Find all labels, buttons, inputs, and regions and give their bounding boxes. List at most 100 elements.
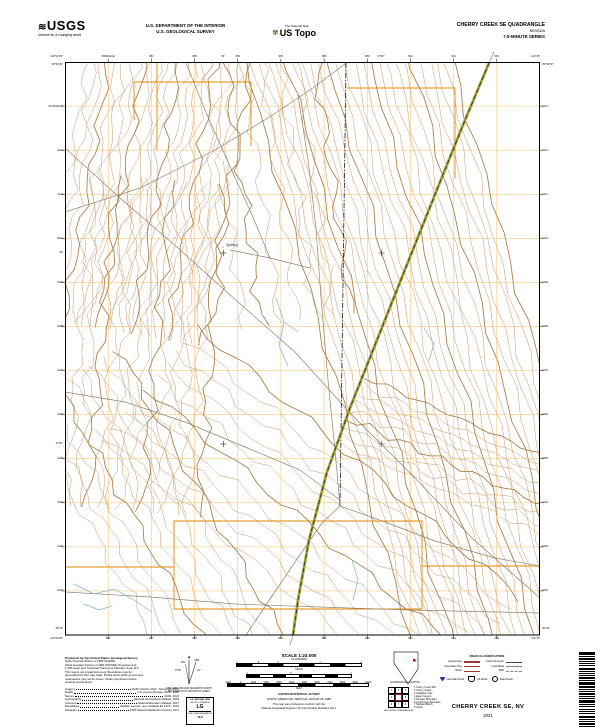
quad-location-marker xyxy=(413,659,416,662)
scale-tick: 1 xyxy=(246,671,248,675)
dept-line1: U.S. DEPARTMENT OF THE INTERIOR xyxy=(145,23,226,28)
quadrangle-location-caption: QUADRANGLE LOCATION xyxy=(390,681,420,684)
adjoining-name: 5 Heusser Mountain xyxy=(414,697,437,701)
dept-line2: U.S. GEOLOGICAL SURVEY xyxy=(156,28,215,34)
svg-text:MN: MN xyxy=(195,658,200,662)
usgs-tagline: science for a changing world xyxy=(38,33,81,37)
scale-tick: 10000 xyxy=(364,680,372,684)
barcode-bar xyxy=(579,693,595,695)
barcode-bar xyxy=(579,675,595,677)
scale-tick: 2 xyxy=(360,660,362,664)
grid-label-left: 4407 xyxy=(57,369,63,373)
grid-label-left: 4405 xyxy=(57,457,63,461)
data-credits: Imagery NAIP, October 2017 - November 201… xyxy=(65,686,179,713)
grid-label-bottom: 686 xyxy=(235,636,240,640)
barcode-bar xyxy=(579,691,595,692)
edge-minute-top-1: 50′ xyxy=(221,54,225,58)
barcode-bar xyxy=(579,680,595,682)
barcode-bar xyxy=(579,703,595,705)
quadrangle-title-block: CHERRY CREEK SE QUADRANGLE NEVADA 7.5-MI… xyxy=(395,22,545,39)
grid-label-right: 4409 xyxy=(542,280,548,284)
corner-sw-lon: 114°52′30″ xyxy=(50,637,63,640)
adjoining-name: 2 Cherry Creek xyxy=(414,688,431,692)
barcode-bar xyxy=(579,673,595,675)
grid-label-right: 4412 xyxy=(542,148,548,152)
grid-label-left: 4406 xyxy=(57,413,63,417)
usng-square-id: LG xyxy=(196,704,204,711)
department-block: U.S. DEPARTMENT OF THE INTERIOR U.S. GEO… xyxy=(128,23,243,34)
interstate-shield: Interstate Route xyxy=(440,676,464,682)
scale-tick: 2000 xyxy=(263,680,269,684)
grid-label-right: 4405 xyxy=(542,457,548,461)
usng-box: U.S. NATIONAL GRID 100,000-m SQUARE ID L… xyxy=(186,697,214,725)
topo-map: Spring xyxy=(61,52,544,645)
grid-label-left: 4410 xyxy=(57,236,63,240)
grid-label-right: 4410 xyxy=(542,236,548,240)
barcode-bar xyxy=(579,671,595,673)
credit-row: Contours National Elevation Dataset, 2017 xyxy=(65,700,179,705)
quad-state: NEVADA xyxy=(529,28,545,33)
adjoining-cell: 7 xyxy=(395,701,402,708)
scale-tick: 8000 xyxy=(339,680,346,684)
credit-row: Roads U.S. Census Bureau, 2016 - 2020 xyxy=(65,690,179,694)
svg-text:12°: 12° xyxy=(197,668,201,672)
scale-bar xyxy=(236,662,362,668)
grid-label-right: 4411 xyxy=(542,192,548,196)
grid-label-bottom: 684 xyxy=(149,636,154,640)
adjoining-name: 3 Gallagher Gap xyxy=(414,691,433,695)
barcode-bar xyxy=(579,682,595,685)
adjoining-cell: 1 xyxy=(388,687,395,694)
state-shield-icon xyxy=(491,675,499,683)
grid-label-bottom: 689 xyxy=(365,636,370,640)
barcode-bar xyxy=(579,664,595,667)
quad-title: CHERRY CREEK SE QUADRANGLE xyxy=(456,22,545,28)
corner-ne-lat: 39°52′30″ xyxy=(542,63,554,66)
barcode-bar xyxy=(579,723,595,726)
road-class-row: Ramp 4WD xyxy=(440,669,534,674)
produced-line: reservations may not be shown. Obtain pe… xyxy=(65,676,137,681)
barcode-bar xyxy=(579,667,595,671)
adjoining-name: 4 Egan Canyon xyxy=(414,694,432,698)
barcode-bar xyxy=(579,660,595,662)
grid-label-right: 4408 xyxy=(542,324,548,328)
contour-interval-line1: CONTOUR INTERVAL 20 FEET xyxy=(278,692,320,696)
svg-text:0°25′: 0°25′ xyxy=(175,668,181,672)
scale-tick: 3000 xyxy=(276,680,282,684)
barcode-bar xyxy=(579,655,595,657)
barcode-bar xyxy=(579,710,595,712)
scale-tick: 6000 xyxy=(314,680,320,684)
scale-bar xyxy=(246,673,352,679)
nevada-state-outline xyxy=(393,651,419,685)
declination-caption-1: UTM GRID AND 2021 MAGNETIC NORTH xyxy=(166,687,212,690)
national-map-program: The National Map xyxy=(285,24,309,28)
grid-label-bottom: 688 xyxy=(321,636,327,640)
credit-row: Imagery NAIP, October 2017 - November 201… xyxy=(65,686,179,691)
barcode xyxy=(579,652,595,727)
grid-label-left: 4402 xyxy=(57,589,63,593)
scale-tick: 1 xyxy=(350,671,352,675)
barcode-bar xyxy=(579,721,595,723)
grid-label-top: 685 xyxy=(192,54,197,58)
road-classification-box: ROAD CLASSIFICATION Expressway Local Conn… xyxy=(440,654,534,683)
grid-label-right: 4413 xyxy=(542,104,548,108)
adjoining-name: 6 Cocomongo Mountain xyxy=(414,700,441,704)
credit-row: Names GNIS, 2021 xyxy=(65,693,179,698)
quad-series: 7.5-MINUTE SERIES xyxy=(503,33,545,39)
barcode-bar xyxy=(579,662,595,664)
adjoining-cell xyxy=(395,694,402,701)
road-class-shields: Interstate Route US Route State Route xyxy=(440,675,534,683)
usgs-wave-icon: ≋ xyxy=(38,22,47,33)
ustopo-logo: The National Map ✾ US Topo xyxy=(272,24,342,38)
scale-tick: 1 xyxy=(319,660,321,664)
grid-label-left: 4412 xyxy=(57,148,63,152)
grid-label-left: 4409 xyxy=(57,280,63,284)
credit-row: Boundaries Multiple sources; see metadata… xyxy=(65,704,179,708)
road-class-title: ROAD CLASSIFICATION xyxy=(469,654,505,658)
produced-line: North American Datum of 1983 (NAD83) xyxy=(65,659,116,663)
edge-minute-top-2: 47′30″ xyxy=(377,54,385,58)
grid-label-bottom: 691 xyxy=(451,636,456,640)
barcode-bar xyxy=(579,697,595,699)
barcode-bar xyxy=(579,699,595,703)
